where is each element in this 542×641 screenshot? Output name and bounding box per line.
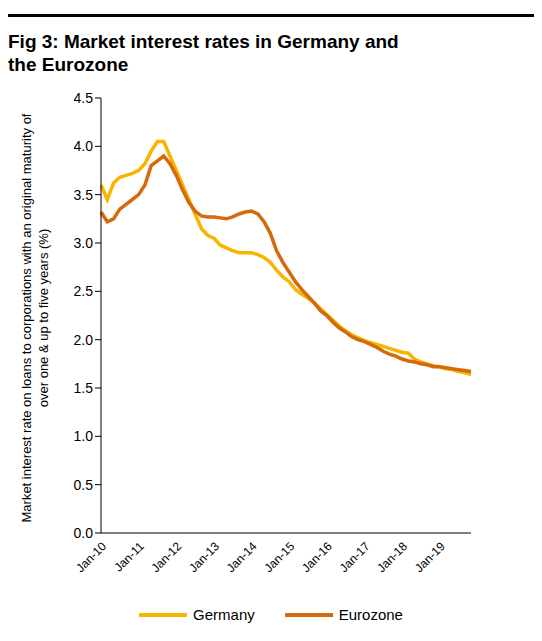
svg-text:Jan-10: Jan-10 — [73, 539, 109, 575]
svg-text:Jan-11: Jan-11 — [112, 539, 147, 574]
svg-text:Jan-14: Jan-14 — [224, 539, 260, 575]
svg-text:2.0: 2.0 — [74, 332, 94, 348]
svg-text:Jan-15: Jan-15 — [261, 539, 297, 575]
svg-text:Jan-17: Jan-17 — [337, 539, 373, 575]
svg-text:Jan-12: Jan-12 — [149, 539, 185, 575]
svg-text:4.5: 4.5 — [74, 90, 94, 106]
svg-text:Jan-18: Jan-18 — [374, 539, 410, 575]
svg-text:3.0: 3.0 — [74, 235, 94, 251]
svg-text:3.5: 3.5 — [74, 187, 94, 203]
svg-text:2.5: 2.5 — [74, 283, 94, 299]
html-text:Fig 3: Market interest rates i: Fig 3: Market interest rates in Germany … — [8, 31, 399, 75]
html-text:Eurozone: Eurozone — [338, 606, 403, 623]
svg-text:Jan-13: Jan-13 — [186, 539, 222, 575]
svg-text:4.0: 4.0 — [74, 138, 94, 154]
svg-text:Jan-16: Jan-16 — [299, 539, 335, 575]
svg-text:0.5: 0.5 — [74, 477, 94, 493]
svg-text:1.0: 1.0 — [74, 428, 94, 444]
svg-text:Jan-19: Jan-19 — [412, 539, 448, 575]
svg-text:0.0: 0.0 — [74, 525, 94, 541]
html-text:Germany: Germany — [193, 606, 255, 623]
html-text:Market interest rate on loans: Market interest rate on loans to corpora… — [19, 113, 51, 523]
svg-text:1.5: 1.5 — [74, 380, 94, 396]
